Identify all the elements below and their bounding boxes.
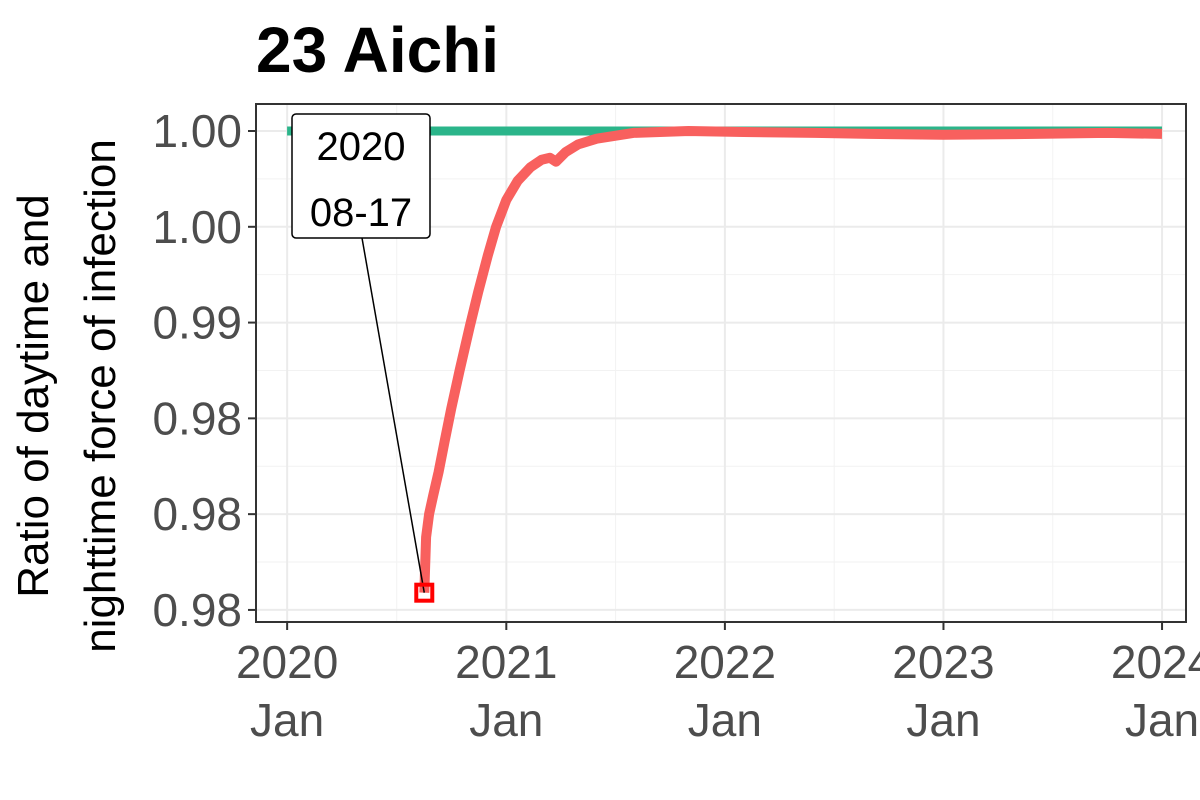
x-tick-label-month: Jan xyxy=(250,694,324,746)
x-tick-label-month: Jan xyxy=(1125,694,1199,746)
x-tick-label-year: 2022 xyxy=(674,636,776,688)
x-tick-label-year: 2021 xyxy=(455,636,557,688)
series-line-1 xyxy=(419,126,1163,593)
x-tick-label-month: Jan xyxy=(688,694,762,746)
y-tick-label: 0.98 xyxy=(152,488,242,540)
y-tick-label: 0.98 xyxy=(152,392,242,444)
annotation-label-date: 08-17 xyxy=(310,191,412,235)
y-axis-label-line2: nighttime force of infection xyxy=(76,139,125,653)
y-axis-label-line1: Ratio of daytime and xyxy=(9,194,58,598)
plot-area: 2020 08-17 0.98 0.98 0.98 0.99 1.00 1.00 2020 Jan… xyxy=(152,103,1200,746)
x-tick-label-year: 2020 xyxy=(236,636,338,688)
chart-title: 23 Aichi xyxy=(256,14,499,86)
y-tick-label: 1.00 xyxy=(152,105,242,157)
y-tick-label: 1.00 xyxy=(152,201,242,253)
panel-border xyxy=(255,103,1187,623)
y-tick-label: 0.99 xyxy=(152,297,242,349)
annotation-leader-line xyxy=(361,237,426,593)
x-tick-label-year: 2023 xyxy=(892,636,994,688)
annotation-box xyxy=(291,113,431,239)
x-tick-label-month: Jan xyxy=(469,694,543,746)
y-axis-label: Ratio of daytime and nighttime force of … xyxy=(9,139,125,653)
annotation-label-year: 2020 xyxy=(317,125,406,169)
x-tick-label-year: 2024 xyxy=(1111,636,1200,688)
annotation-marker xyxy=(414,582,435,603)
y-tick-label: 0.98 xyxy=(152,584,242,636)
x-tick-label-month: Jan xyxy=(906,694,980,746)
